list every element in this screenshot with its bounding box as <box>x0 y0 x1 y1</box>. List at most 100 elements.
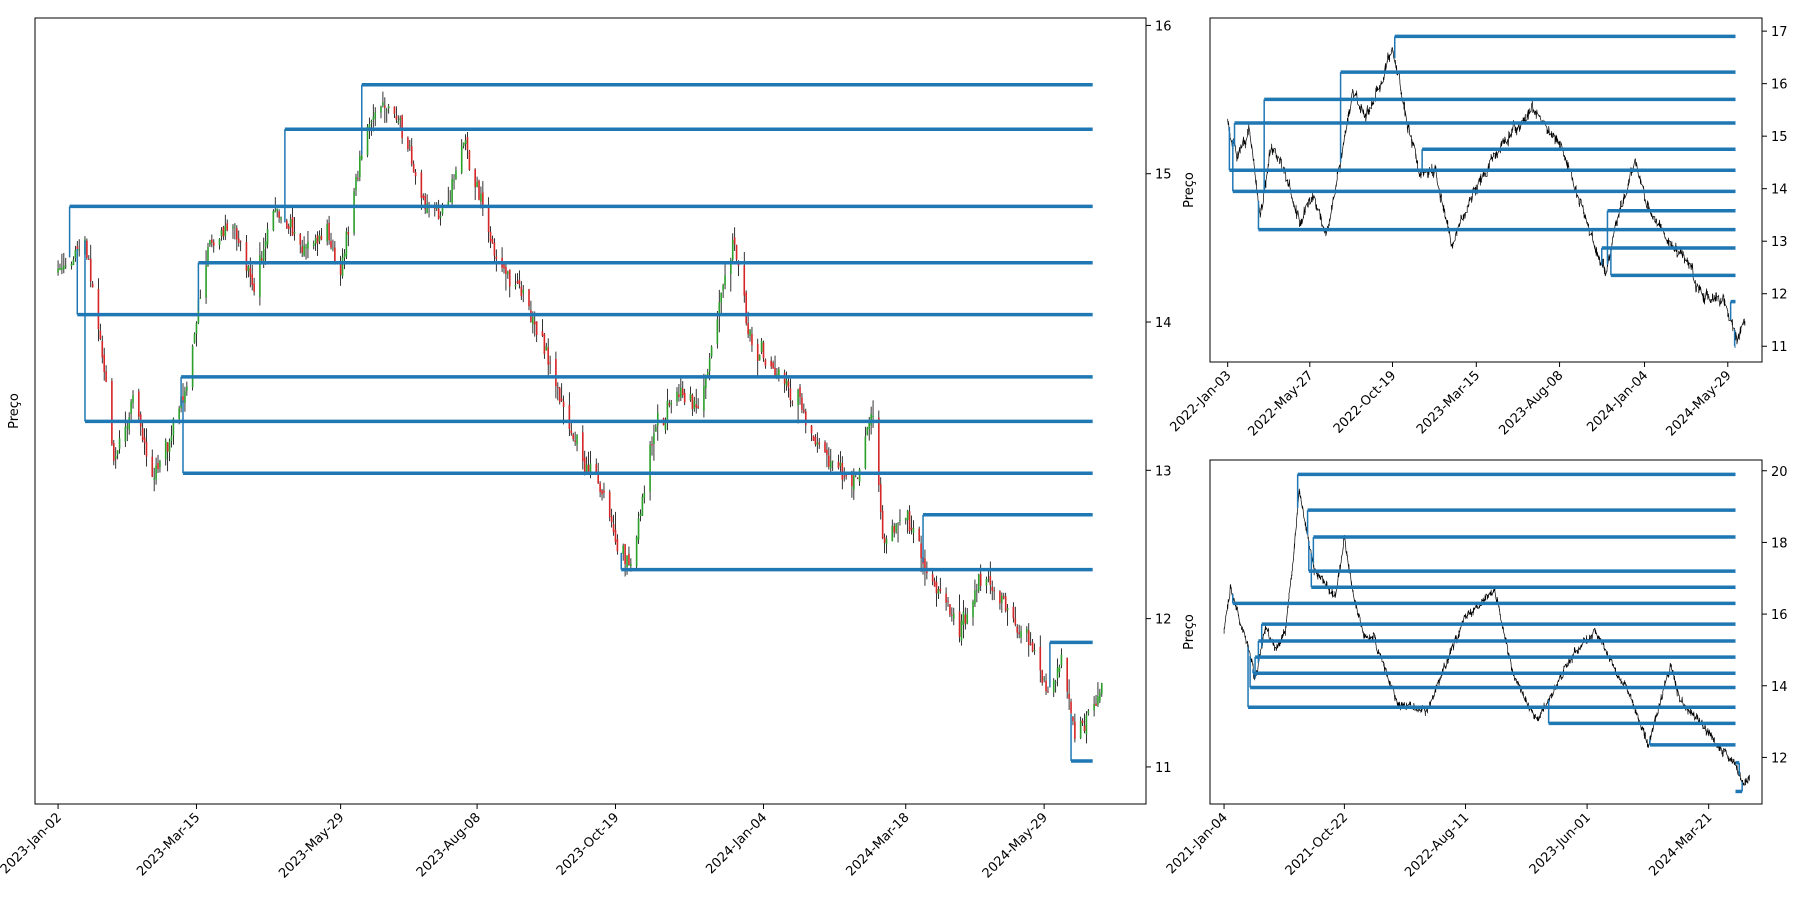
candle-body <box>845 474 847 477</box>
candle-body <box>912 527 915 533</box>
candle-body <box>291 217 294 236</box>
candle-body <box>332 247 334 249</box>
candle-body <box>656 412 659 426</box>
candle-body <box>1027 630 1030 646</box>
x-tick-label: 2023-Jan-02 <box>0 810 65 877</box>
candle-body <box>562 401 565 407</box>
candle-body <box>476 181 478 188</box>
candle-body <box>439 215 442 218</box>
candle-body <box>491 238 494 244</box>
y-tick-label: 13 <box>1155 464 1172 479</box>
candle-body <box>851 474 853 487</box>
top-right-panel: 11 12 13 14 15 16 17 2022-Jan-03 2022-May-27 2022… <box>1167 17 1788 439</box>
candle-body <box>1045 680 1047 692</box>
candle-body <box>893 526 896 533</box>
candle-body <box>626 555 628 568</box>
candle-body <box>170 435 173 442</box>
candle-body <box>720 292 723 303</box>
candle-body <box>355 176 357 191</box>
candle-body <box>455 170 457 179</box>
candle-body <box>977 574 980 591</box>
candle-body <box>1083 725 1086 731</box>
candle-body <box>630 563 632 567</box>
candle-body <box>347 231 350 235</box>
candle-body <box>1058 666 1061 673</box>
candle-body <box>979 573 982 586</box>
candle-body <box>533 321 536 325</box>
candle-body <box>1068 693 1070 699</box>
candle-body <box>879 484 882 512</box>
candle-body <box>234 224 236 226</box>
candle-body <box>151 456 154 477</box>
candle-body <box>495 256 498 259</box>
candle-body <box>274 210 277 213</box>
candle-body <box>424 195 427 210</box>
candle-body <box>464 140 467 145</box>
candle-body <box>774 367 776 378</box>
candle-body <box>1033 650 1036 652</box>
candle-body <box>401 115 403 139</box>
candle-body <box>926 571 928 574</box>
y-tick-label: 14 <box>1771 183 1788 198</box>
x-tick-label: 2022-May-27 <box>1245 368 1316 439</box>
candle-body <box>132 394 134 403</box>
candle-body <box>897 523 899 525</box>
candle-body <box>624 544 626 565</box>
candle-body <box>397 121 400 123</box>
candle-body <box>693 400 696 409</box>
y-tick-label: 12 <box>1771 751 1788 766</box>
candle-body <box>555 358 557 387</box>
candle-body <box>251 274 254 286</box>
candle-body <box>595 464 598 473</box>
candle-body <box>70 263 73 267</box>
candle-body <box>764 359 767 366</box>
candle-body <box>505 266 507 275</box>
x-tick-label: 2023-Oct-19 <box>554 810 622 878</box>
candle-body <box>557 387 559 389</box>
candle-body <box>111 380 113 445</box>
top-right-frame <box>1209 17 1763 363</box>
candle-body <box>789 388 792 401</box>
candle-body <box>1066 657 1069 692</box>
candle-body <box>710 346 713 357</box>
bottom-right-price-series <box>1223 488 1750 786</box>
candle-body <box>574 440 576 442</box>
candle-body <box>462 142 465 147</box>
x-tick-label: 2023-Mar-15 <box>134 810 203 879</box>
candle-body <box>987 579 990 581</box>
candle-body <box>143 437 146 443</box>
candle-body <box>1047 691 1049 693</box>
candle-body <box>935 582 938 594</box>
candle-body <box>316 235 319 244</box>
y-tick-label: 16 <box>1771 78 1788 93</box>
candle-body <box>516 281 519 284</box>
candle-body <box>706 371 709 376</box>
candle-body <box>1097 696 1099 705</box>
candle-body <box>441 205 444 214</box>
candle-body <box>543 334 546 355</box>
candle-body <box>489 231 492 242</box>
candle-body <box>945 593 947 603</box>
candle-body <box>558 388 561 402</box>
candle-body <box>359 156 361 177</box>
candle-body <box>729 259 732 274</box>
candle-body <box>878 417 880 486</box>
candle-body <box>137 391 140 417</box>
x-tick-label: 2024-May-29 <box>980 810 1051 881</box>
candle-body <box>1031 641 1034 652</box>
candle-body <box>1087 710 1090 714</box>
candle-body <box>962 611 965 626</box>
y-tick-label: 17 <box>1771 25 1788 40</box>
candle-body <box>1079 720 1082 739</box>
candle-body <box>853 475 855 490</box>
candle-body <box>545 346 548 351</box>
candle-body <box>1081 720 1084 724</box>
candle-body <box>616 539 619 552</box>
candle-body <box>374 112 377 119</box>
candle-body <box>866 427 869 436</box>
candle-body <box>366 126 369 156</box>
candle-body <box>904 518 907 521</box>
candle-body <box>168 440 171 452</box>
candle-body <box>678 394 680 397</box>
